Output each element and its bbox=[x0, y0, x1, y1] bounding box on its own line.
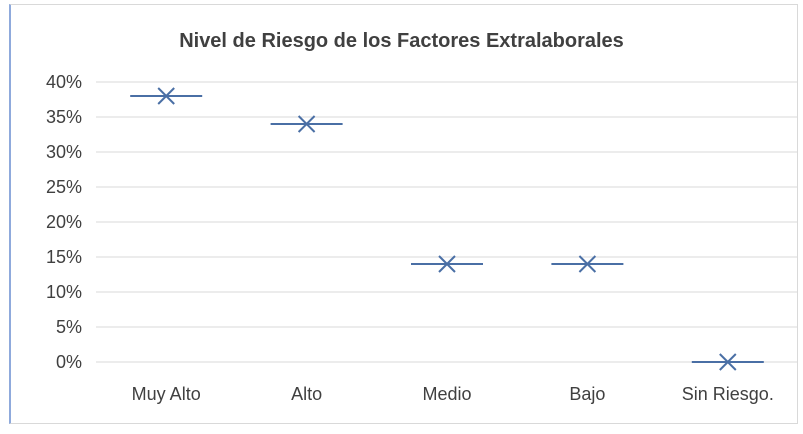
data-point bbox=[130, 87, 203, 105]
chart-title: Nivel de Riesgo de los Factores Extralab… bbox=[179, 30, 624, 52]
data-point bbox=[691, 353, 764, 371]
y-tick-label: 25% bbox=[46, 177, 82, 197]
x-tick-label: Alto bbox=[291, 384, 322, 404]
y-tick-label: 20% bbox=[46, 212, 82, 232]
data-point bbox=[551, 255, 624, 273]
x-tick-label: Bajo bbox=[569, 384, 605, 404]
y-tick-label: 5% bbox=[56, 317, 82, 337]
chart-area bbox=[9, 4, 798, 424]
y-tick-label: 15% bbox=[46, 247, 82, 267]
y-tick-label: 40% bbox=[46, 72, 82, 92]
x-tick-label: Muy Alto bbox=[132, 384, 201, 404]
data-point bbox=[411, 255, 483, 273]
y-tick-label: 0% bbox=[56, 352, 82, 372]
x-tick-label: Sin Riesgo. bbox=[682, 384, 774, 404]
data-point bbox=[270, 115, 343, 133]
y-tick-label: 35% bbox=[46, 107, 82, 127]
y-tick-label: 10% bbox=[46, 282, 82, 302]
x-tick-label: Medio bbox=[422, 384, 471, 404]
y-tick-label: 30% bbox=[46, 142, 82, 162]
